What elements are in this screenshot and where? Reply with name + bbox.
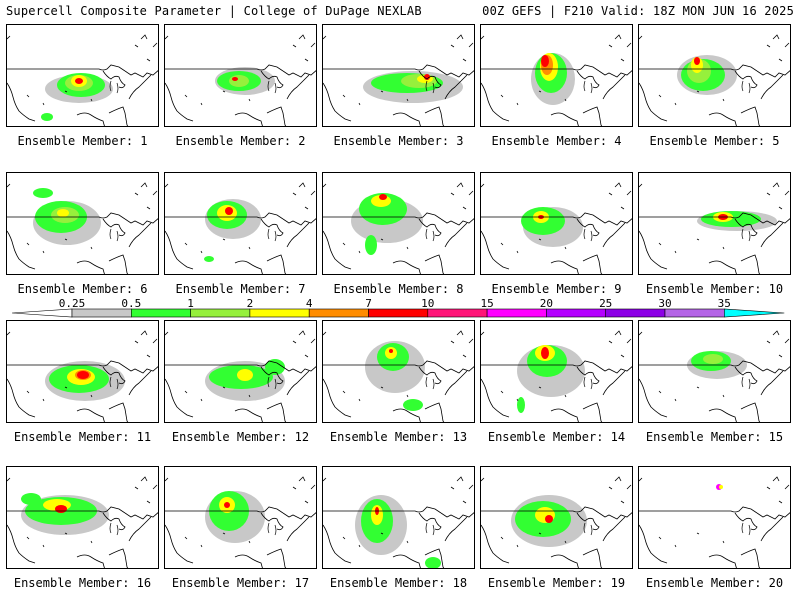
scp-contour-area [204,256,214,262]
color-scale-tick-label: 1 [187,297,194,310]
color-scale-swatch [546,308,607,318]
scp-contour-area [389,349,393,353]
color-scale-tick-label: 4 [305,297,313,310]
color-scale-tick-label: 10 [421,297,435,310]
color-scale-swatch [131,308,191,318]
ensemble-member-label: Ensemble Member: 10 [645,282,784,296]
ensemble-member-label: Ensemble Member: 17 [171,576,310,590]
scp-contour-area [33,188,53,198]
color-scale-swatch [605,308,666,318]
ensemble-member-map [164,320,317,423]
ensemble-member-map [6,24,159,127]
scp-contour-area [237,369,253,381]
ensemble-member-label: Ensemble Member: 18 [329,576,468,590]
color-scale-swatch [249,308,310,318]
color-scale-tick-label: 30 [658,297,672,310]
scp-contour-area [57,209,69,217]
ensemble-member-map [638,466,791,569]
ensemble-member-label: Ensemble Member: 19 [487,576,626,590]
color-scale-swatch [486,308,547,318]
color-scale-tick-label: 35 [717,297,731,310]
ensemble-member-map [480,466,633,569]
scp-contour-area [379,194,387,200]
ensemble-member-map [480,24,633,127]
ensemble-member-map [164,24,317,127]
scp-contour-area [21,493,41,505]
ensemble-member-label: Ensemble Member: 8 [333,282,464,296]
ensemble-member-label: Ensemble Member: 12 [171,430,310,444]
scp-contour-area [541,347,549,359]
ensemble-member-map [638,172,791,275]
ensemble-member-map [322,466,475,569]
color-scale-low-end [12,308,73,318]
ensemble-member-map [322,24,475,127]
ensemble-member-label: Ensemble Member: 7 [175,282,306,296]
ensemble-member-label: Ensemble Member: 20 [645,576,784,590]
color-scale-high-end [723,308,785,318]
ensemble-member-label: Ensemble Member: 13 [329,430,468,444]
color-scale-swatch [308,308,369,318]
ensemble-member-label: Ensemble Member: 14 [487,430,626,444]
scp-contour-area [425,557,441,568]
scp-contour-area [41,113,53,121]
scp-contour-area [365,235,377,255]
scp-contour-area [517,397,525,413]
ensemble-member-map [6,320,159,423]
ensemble-member-map [480,172,633,275]
ensemble-member-label: Ensemble Member: 11 [13,430,152,444]
scp-contour-area [224,502,230,508]
color-scale-bar [12,308,785,318]
ensemble-member-map [6,172,159,275]
ensemble-member-label: Ensemble Member: 3 [333,134,464,148]
ensemble-member-map [638,24,791,127]
scp-contour-area [703,354,723,364]
ensemble-member-map [164,172,317,275]
color-scale-swatch [368,308,429,318]
scp-contour-area [694,57,700,65]
scp-contour-area [55,505,67,513]
scp-contour-area [225,207,233,215]
ensemble-member-label: Ensemble Member: 5 [649,134,780,148]
ensemble-member-label: Ensemble Member: 16 [13,576,152,590]
color-scale-swatch [190,308,251,318]
ensemble-member-label: Ensemble Member: 2 [175,134,306,148]
map-title: Supercell Composite Parameter | College … [6,4,422,18]
ensemble-member-label: Ensemble Member: 9 [491,282,622,296]
scp-contour-area [232,77,238,81]
color-scale-tick-label: 25 [599,297,613,310]
ensemble-member-label: Ensemble Member: 1 [17,134,148,148]
scp-contour-area [403,399,423,411]
color-scale-tick-label: 7 [365,297,372,310]
color-scale-tick-label: 2 [246,297,254,310]
scp-contour-area [75,78,83,84]
color-scale-swatch [427,308,488,318]
color-scale-tick-label: 15 [480,297,494,310]
color-scale-swatch [664,308,725,318]
ensemble-member-label: Ensemble Member: 15 [645,430,784,444]
scp-contour-area [719,485,723,489]
ensemble-member-map [322,172,475,275]
color-scale-tick-label: 20 [539,297,554,310]
ensemble-member-map [480,320,633,423]
ensemble-member-map [164,466,317,569]
ensemble-member-label: Ensemble Member: 6 [17,282,148,296]
scp-contour-area [545,515,553,523]
scp-contour-area [77,371,89,379]
color-scale-tick-label: 0.25 [58,297,86,310]
valid-time-label: 00Z GEFS | F210 Valid: 18Z MON JUN 16 20… [482,4,794,18]
scp-contour-area [229,75,249,87]
color-scale-swatch [71,308,132,318]
color-scale-tick-label: 0.5 [121,297,142,310]
ensemble-member-map [322,320,475,423]
ensemble-member-map [638,320,791,423]
scp-contour-area [541,55,549,67]
ensemble-member-label: Ensemble Member: 4 [491,134,622,148]
scp-contour-area [265,359,285,375]
ensemble-member-map [6,466,159,569]
